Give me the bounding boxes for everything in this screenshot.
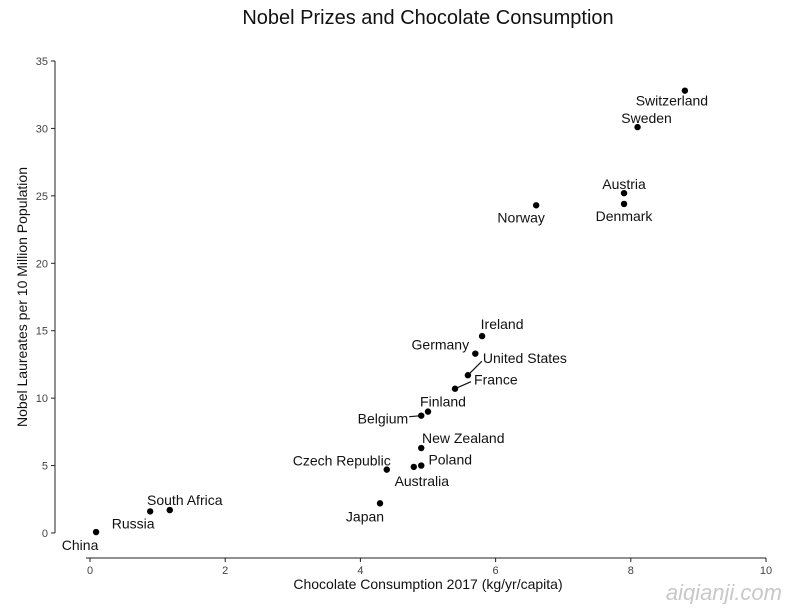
data-label: Czech Republic [293, 453, 391, 469]
x-tick-label: 6 [493, 565, 499, 577]
leader-line [467, 360, 483, 376]
y-tick-label: 15 [36, 326, 48, 338]
data-label: Sweden [621, 110, 672, 126]
data-label: Austria [602, 176, 646, 192]
data-point [478, 332, 486, 340]
data-point [418, 444, 425, 452]
data-label: China [62, 537, 99, 553]
data-point [472, 350, 479, 357]
y-axis-label: Nobel Laureates per 10 Million Populatio… [14, 167, 30, 427]
data-label: Australia [395, 473, 450, 489]
data-point [634, 123, 641, 131]
x-tick-label: 10 [760, 565, 772, 577]
data-point [681, 87, 689, 94]
x-axis-label: Chocolate Consumption 2017 (kg/yr/capita… [293, 576, 562, 592]
data-label: France [474, 372, 518, 388]
data-label: New Zealand [422, 430, 505, 446]
data-label: Germany [412, 337, 470, 353]
watermark: aiqianji.com [666, 580, 782, 604]
y-tick-label: 30 [36, 123, 48, 135]
data-point [451, 385, 459, 392]
axes: 0 2 4 6 8 10 0 5 10 15 20 25 30 35 [36, 56, 772, 577]
data-point [464, 372, 472, 379]
y-tick-label: 25 [36, 191, 48, 203]
data-label: Japan [346, 508, 384, 524]
data-point [410, 463, 418, 471]
data-label: Denmark [596, 208, 654, 224]
data-label: Poland [428, 452, 472, 468]
data-point [418, 412, 425, 419]
x-tick-label: 8 [628, 565, 634, 577]
data-label: Norway [497, 209, 544, 225]
y-tick-label: 10 [36, 393, 48, 405]
data-point [376, 500, 384, 507]
data-point [166, 506, 173, 514]
y-tick-label: 20 [36, 258, 48, 270]
data-point [92, 528, 100, 536]
y-tick-label: 5 [42, 461, 48, 473]
data-point [620, 189, 628, 197]
data-point [532, 202, 540, 209]
data-label: United States [483, 350, 567, 366]
data-point [620, 200, 628, 208]
data-label: Finland [420, 394, 466, 410]
x-tick-label: 4 [357, 565, 363, 577]
data-label: Russia [112, 515, 155, 531]
data-points: China Russia South Africa Japan Czech Republ… [62, 87, 708, 553]
data-label: South Africa [147, 492, 223, 508]
data-point [418, 462, 425, 469]
x-tick-label: 0 [87, 565, 93, 577]
x-tick-label: 2 [222, 565, 228, 577]
data-label: Switzerland [636, 93, 708, 109]
data-point [424, 408, 432, 415]
data-label: Ireland [481, 316, 524, 332]
y-tick-label: 35 [36, 56, 48, 68]
data-label: Belgium [358, 411, 409, 427]
chart-title: Nobel Prizes and Chocolate Consumption [242, 7, 613, 29]
y-tick-label: 0 [42, 528, 48, 540]
data-point [383, 466, 390, 473]
data-point [146, 508, 154, 515]
